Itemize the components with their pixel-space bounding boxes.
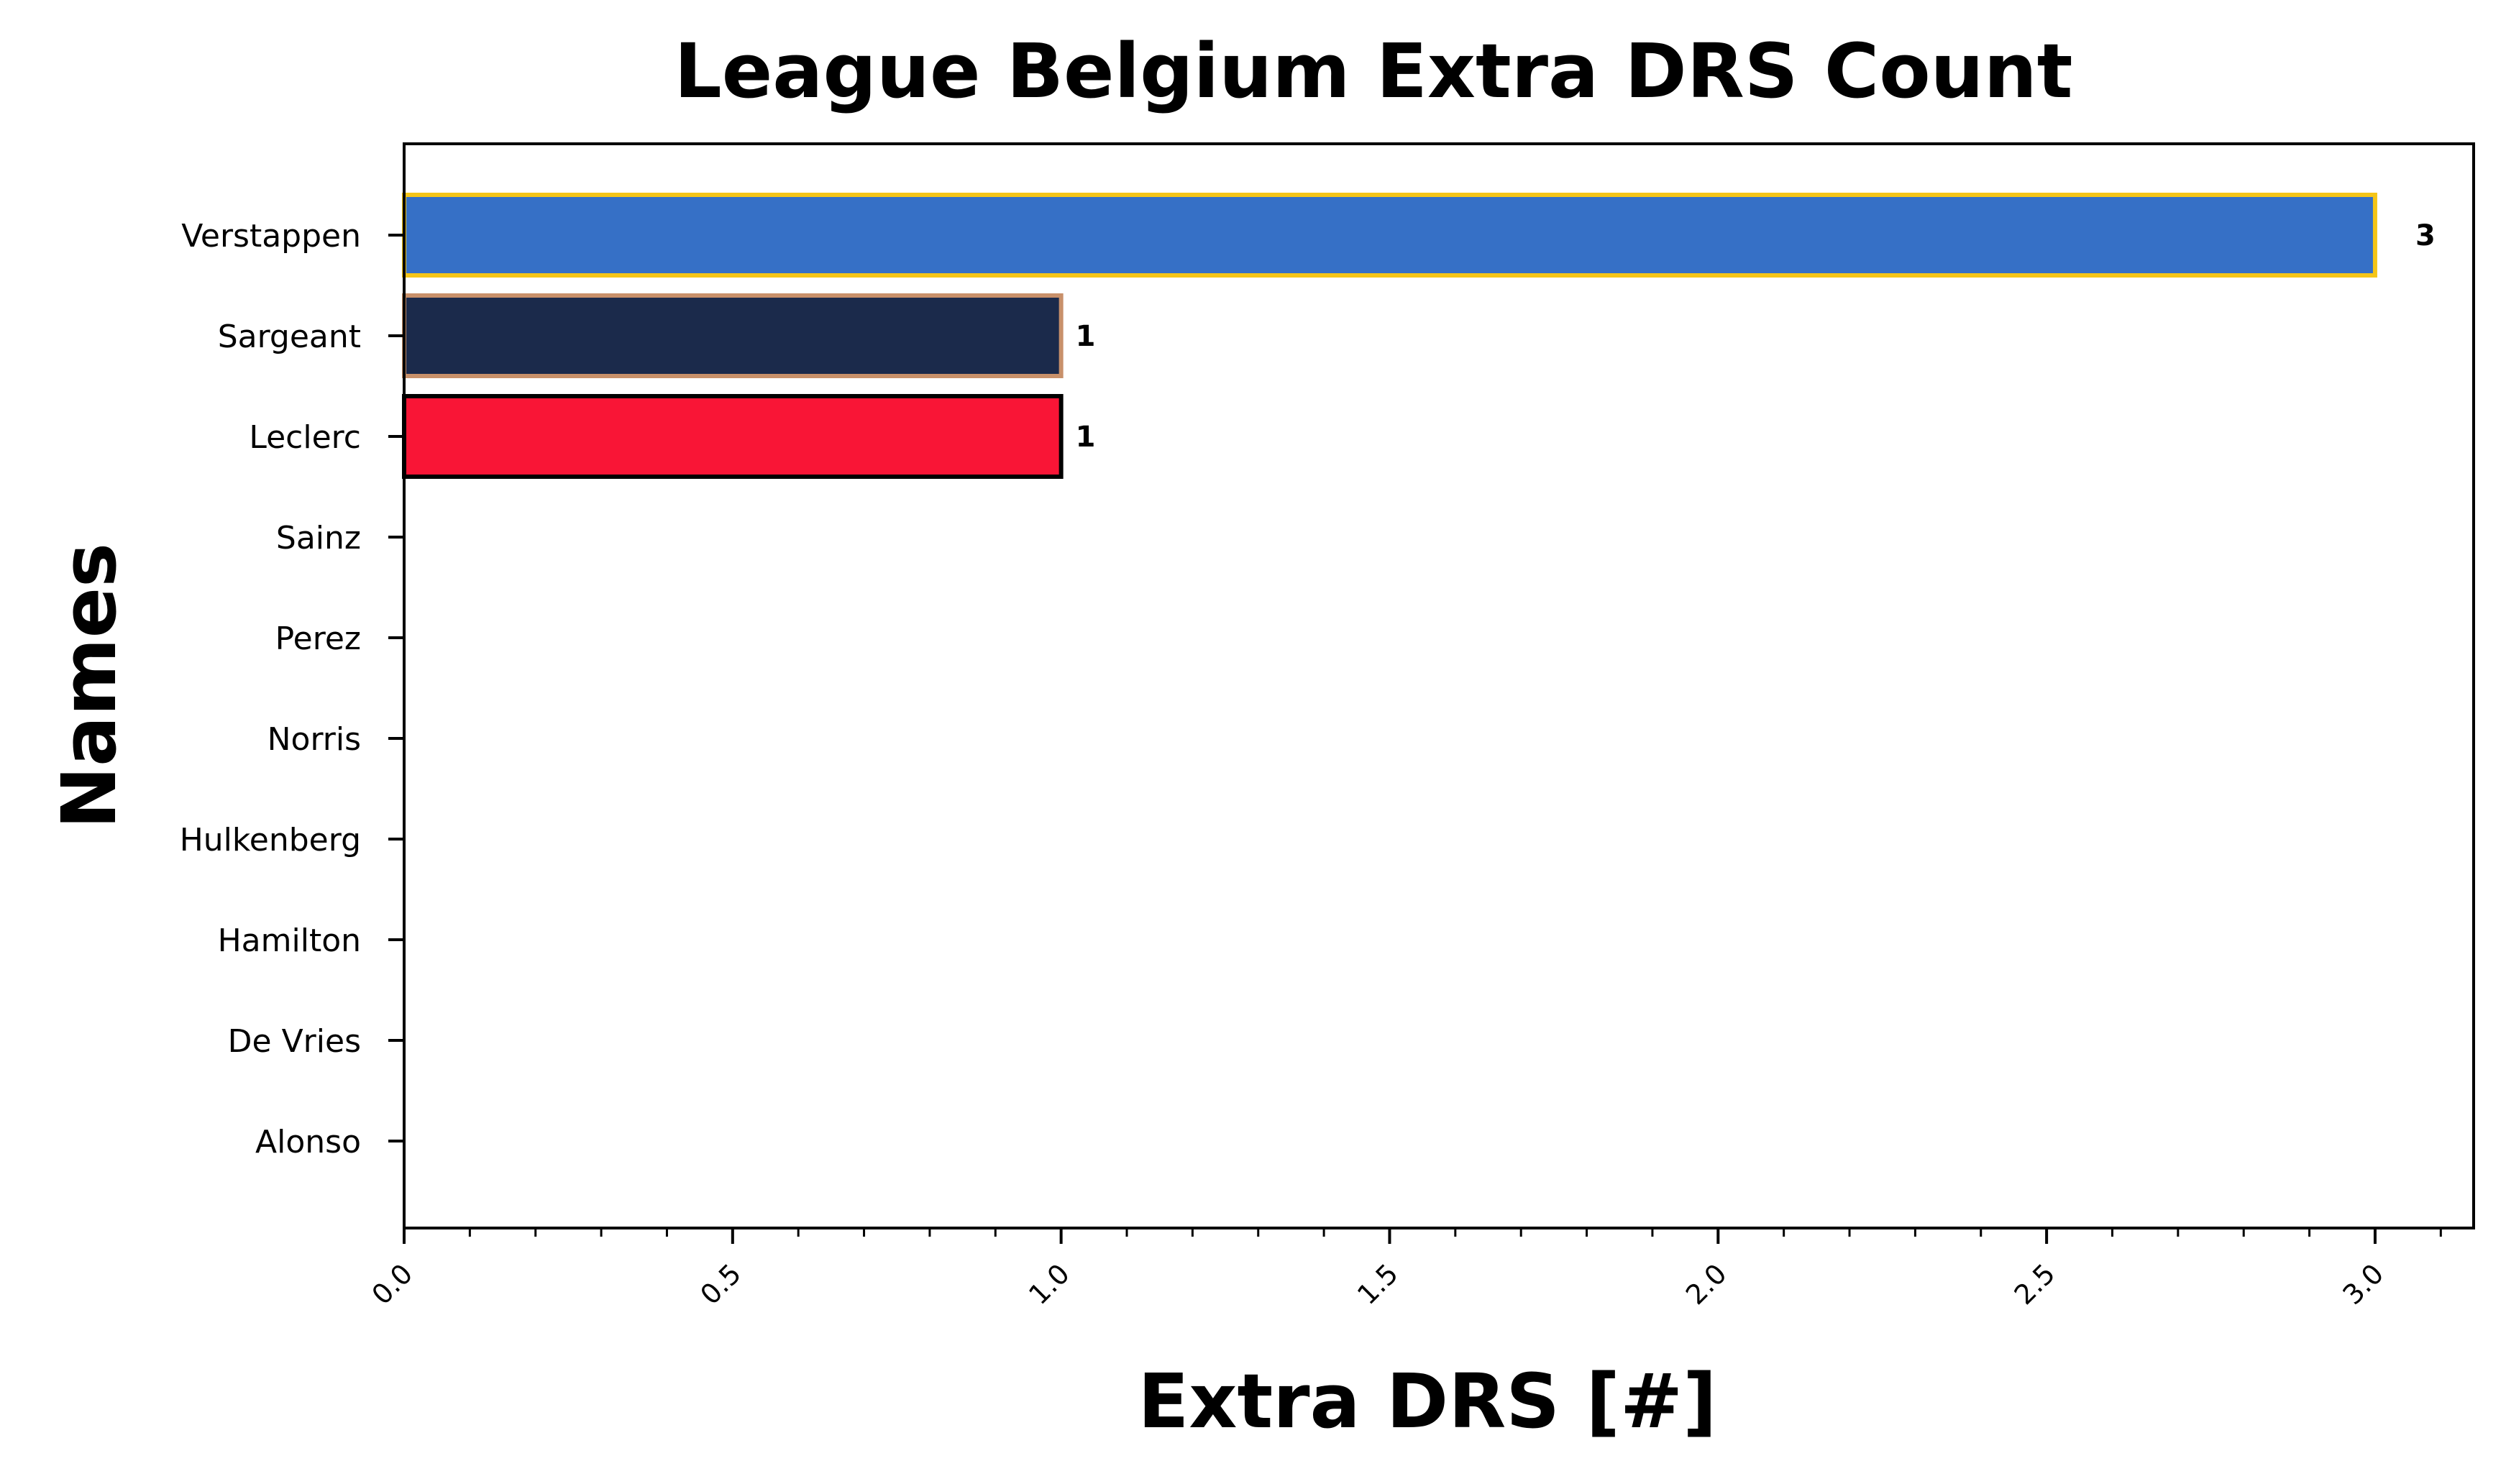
bar-leclerc (402, 394, 1064, 479)
bar-value-label-verstappen: 3 (2415, 219, 2436, 252)
y-axis-label: Names (45, 543, 133, 829)
x-axis-label: Extra DRS [#] (1138, 1357, 1716, 1445)
x-tick-label: 2.0 (1680, 1258, 1733, 1311)
bar-value-label-sargeant: 1 (1076, 320, 1096, 353)
bars-group (402, 193, 2377, 479)
bar-sargeant (402, 293, 1064, 378)
y-tick-label-norris: Norris (267, 721, 361, 758)
y-tick-label-alonso: Alonso (255, 1124, 361, 1160)
x-tick-label: 3.0 (2336, 1258, 2390, 1311)
y-tick-label-hulkenberg: Hulkenberg (180, 822, 361, 858)
x-tick-label: 2.5 (2008, 1258, 2062, 1311)
bar-labels-group: 3 1 1 (1076, 219, 2436, 454)
y-axis: Verstappen Sargeant Leclerc Sainz Perez Norri… (180, 218, 404, 1160)
plot-frame (403, 142, 2475, 1229)
x-axis: 0.0 0.5 1.0 1.5 2.0 2.5 3.0 (366, 1228, 2442, 1311)
y-tick-label-leclerc: Leclerc (249, 419, 361, 456)
bar-value-label-leclerc: 1 (1076, 421, 1096, 454)
bar-verstappen (402, 193, 2377, 278)
y-tick-label-verstappen: Verstappen (181, 218, 361, 255)
x-tick-label: 0.5 (694, 1258, 747, 1311)
x-tick-label: 1.0 (1023, 1258, 1076, 1311)
y-tick-label-sainz: Sainz (276, 520, 361, 556)
x-tick-label: 1.5 (1351, 1258, 1404, 1311)
y-tick-label-hamilton: Hamilton (218, 922, 361, 959)
y-tick-label-de-vries: De Vries (228, 1023, 361, 1060)
y-tick-label-perez: Perez (275, 620, 361, 657)
chart-title: League Belgium Extra DRS Count (674, 27, 2073, 115)
y-tick-label-sargeant: Sargeant (218, 319, 361, 355)
x-tick-label: 0.0 (366, 1258, 419, 1311)
